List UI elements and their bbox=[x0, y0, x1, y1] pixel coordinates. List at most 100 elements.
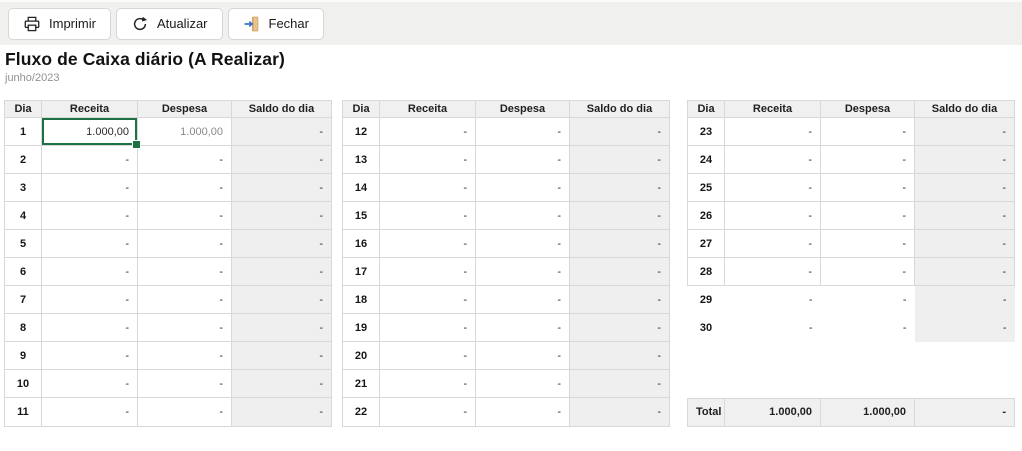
despesa-cell[interactable]: - bbox=[475, 397, 570, 427]
receita-cell[interactable]: - bbox=[41, 341, 138, 371]
despesa-cell[interactable]: - bbox=[475, 201, 570, 231]
receita-cell[interactable]: - bbox=[41, 257, 138, 287]
receita-cell[interactable]: - bbox=[41, 285, 138, 315]
imprimir-button[interactable]: Imprimir bbox=[8, 7, 111, 40]
receita-cell[interactable]: - bbox=[724, 117, 821, 146]
saldo-cell: - bbox=[914, 257, 1015, 286]
despesa-cell[interactable]: - bbox=[820, 145, 915, 174]
day-cell: 14 bbox=[342, 173, 380, 203]
saldo-cell: - bbox=[914, 173, 1015, 202]
receita-cell[interactable]: - bbox=[724, 313, 821, 342]
cashflow-table-days-23-30: Dia Receita Despesa Saldo do dia 23- - -24- - -2… bbox=[687, 100, 1015, 342]
despesa-cell[interactable]: - bbox=[475, 369, 570, 399]
despesa-cell[interactable]: 1.000,00 bbox=[137, 116, 232, 147]
receita-cell[interactable]: - bbox=[41, 229, 138, 259]
despesa-cell[interactable]: - bbox=[820, 117, 915, 146]
receita-cell[interactable]: - bbox=[379, 313, 476, 343]
column-header: Despesa bbox=[475, 100, 570, 118]
receita-cell[interactable]: - bbox=[379, 201, 476, 231]
despesa-cell[interactable]: - bbox=[137, 145, 232, 175]
receita-cell[interactable]: - bbox=[41, 145, 138, 175]
despesa-cell[interactable]: - bbox=[475, 229, 570, 259]
receita-cell[interactable]: - bbox=[379, 145, 476, 175]
despesa-cell[interactable]: - bbox=[820, 285, 915, 314]
receita-cell[interactable]: - bbox=[379, 397, 476, 427]
total-saldo-cell: - bbox=[914, 397, 1015, 427]
despesa-cell[interactable]: - bbox=[137, 369, 232, 399]
saldo-cell: - bbox=[231, 369, 332, 399]
despesa-cell[interactable]: - bbox=[137, 173, 232, 203]
table-row: 13- - - bbox=[342, 145, 670, 175]
saldo-cell: - bbox=[231, 285, 332, 315]
exit-door-icon bbox=[243, 15, 261, 33]
despesa-cell[interactable]: - bbox=[137, 341, 232, 371]
despesa-cell[interactable]: - bbox=[137, 313, 232, 343]
despesa-cell[interactable]: - bbox=[137, 229, 232, 259]
receita-cell[interactable]: - bbox=[41, 313, 138, 343]
receita-cell[interactable]: - bbox=[724, 201, 821, 230]
receita-cell[interactable]: - bbox=[379, 341, 476, 371]
table-row: 21- - - bbox=[342, 369, 670, 399]
receita-cell[interactable]: 1.000,00 bbox=[41, 116, 142, 150]
receita-cell[interactable]: - bbox=[379, 229, 476, 259]
refresh-icon bbox=[131, 15, 149, 33]
header-row: Dia Receita Despesa Saldo do dia bbox=[4, 100, 332, 118]
table-row: 22- - - bbox=[342, 397, 670, 427]
receita-cell[interactable]: - bbox=[724, 229, 821, 258]
column-header: Receita bbox=[724, 100, 821, 118]
receita-cell[interactable]: - bbox=[41, 369, 138, 399]
receita-cell[interactable]: - bbox=[379, 116, 476, 147]
day-cell: 30 bbox=[687, 313, 725, 342]
column-header: Dia bbox=[4, 100, 42, 118]
receita-cell[interactable]: - bbox=[724, 173, 821, 202]
despesa-cell[interactable]: - bbox=[475, 285, 570, 315]
despesa-cell[interactable]: - bbox=[820, 229, 915, 258]
table-row: 4--- bbox=[4, 201, 332, 231]
day-cell: 22 bbox=[342, 397, 380, 427]
cashflow-tables: Dia Receita Despesa Saldo do dia 1 1.000,00 1.… bbox=[4, 100, 1015, 427]
fechar-button[interactable]: Fechar bbox=[227, 7, 324, 40]
day-cell: 27 bbox=[687, 229, 725, 258]
receita-cell[interactable]: - bbox=[724, 285, 821, 314]
table-row: 1 1.000,00 1.000,00- bbox=[4, 116, 332, 150]
despesa-cell[interactable]: - bbox=[820, 313, 915, 342]
receita-cell[interactable]: - bbox=[41, 173, 138, 203]
table-row: 9--- bbox=[4, 341, 332, 371]
saldo-cell: - bbox=[914, 201, 1015, 230]
table-row: 24- - - bbox=[687, 145, 1015, 174]
despesa-cell[interactable]: - bbox=[475, 145, 570, 175]
despesa-cell[interactable]: - bbox=[820, 173, 915, 202]
despesa-cell[interactable]: - bbox=[475, 313, 570, 343]
despesa-cell[interactable]: - bbox=[475, 173, 570, 203]
despesa-cell[interactable]: - bbox=[475, 116, 570, 147]
saldo-cell: - bbox=[569, 229, 670, 259]
despesa-cell[interactable]: - bbox=[475, 341, 570, 371]
despesa-cell[interactable]: - bbox=[820, 257, 915, 286]
receita-cell[interactable]: - bbox=[41, 397, 138, 427]
day-cell: 2 bbox=[4, 145, 42, 175]
table-row: 20- - - bbox=[342, 341, 670, 371]
despesa-cell[interactable]: - bbox=[820, 201, 915, 230]
receita-cell[interactable]: - bbox=[724, 145, 821, 174]
column-header: Receita bbox=[379, 100, 476, 118]
atualizar-button[interactable]: Atualizar bbox=[115, 7, 223, 40]
day-cell: 25 bbox=[687, 173, 725, 202]
despesa-cell[interactable]: - bbox=[137, 285, 232, 315]
receita-cell[interactable]: - bbox=[41, 201, 138, 231]
imprimir-label: Imprimir bbox=[49, 16, 96, 31]
table-row: 8--- bbox=[4, 313, 332, 343]
despesa-cell[interactable]: - bbox=[137, 257, 232, 287]
receita-cell[interactable]: - bbox=[379, 257, 476, 287]
total-row: Total 1.000,00 1.000,00- bbox=[687, 397, 1015, 427]
receita-cell[interactable]: - bbox=[724, 257, 821, 286]
despesa-cell[interactable]: - bbox=[137, 201, 232, 231]
day-cell: 17 bbox=[342, 257, 380, 287]
saldo-cell: - bbox=[569, 116, 670, 147]
receita-cell[interactable]: - bbox=[379, 173, 476, 203]
receita-cell[interactable]: - bbox=[379, 285, 476, 315]
third-column: Dia Receita Despesa Saldo do dia 23- - -24- - -2… bbox=[687, 100, 1015, 427]
receita-cell[interactable]: - bbox=[379, 369, 476, 399]
despesa-cell[interactable]: - bbox=[475, 257, 570, 287]
fechar-label: Fechar bbox=[268, 16, 309, 31]
despesa-cell[interactable]: - bbox=[137, 397, 232, 427]
